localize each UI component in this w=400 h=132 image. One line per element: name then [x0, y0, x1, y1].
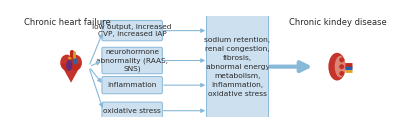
- Text: inflammation: inflammation: [108, 82, 157, 88]
- Text: Chronic kindey disease: Chronic kindey disease: [289, 18, 386, 27]
- Ellipse shape: [339, 57, 344, 62]
- Ellipse shape: [73, 58, 78, 65]
- Polygon shape: [60, 64, 82, 83]
- Text: oxidative stress: oxidative stress: [103, 108, 161, 114]
- Text: low output, increased
CVP, increased IAP: low output, increased CVP, increased IAP: [92, 24, 172, 37]
- Ellipse shape: [328, 53, 346, 81]
- Ellipse shape: [69, 55, 82, 71]
- Text: neurohormone
abnormality (RAAS,
SNS): neurohormone abnormality (RAAS, SNS): [96, 49, 168, 72]
- FancyBboxPatch shape: [102, 102, 162, 119]
- Ellipse shape: [339, 64, 344, 69]
- FancyBboxPatch shape: [206, 15, 268, 118]
- Ellipse shape: [335, 56, 346, 77]
- Ellipse shape: [339, 71, 344, 76]
- Ellipse shape: [66, 60, 72, 71]
- FancyBboxPatch shape: [102, 77, 162, 94]
- Ellipse shape: [68, 57, 72, 59]
- FancyBboxPatch shape: [102, 20, 162, 41]
- Text: sodium retention,
renal congestion,
fibrosis,
abnormal energy
metabolism,
inflam: sodium retention, renal congestion, fibr…: [204, 37, 271, 97]
- Ellipse shape: [60, 55, 73, 71]
- FancyBboxPatch shape: [102, 47, 162, 74]
- Text: Chronic heart failure: Chronic heart failure: [24, 18, 110, 27]
